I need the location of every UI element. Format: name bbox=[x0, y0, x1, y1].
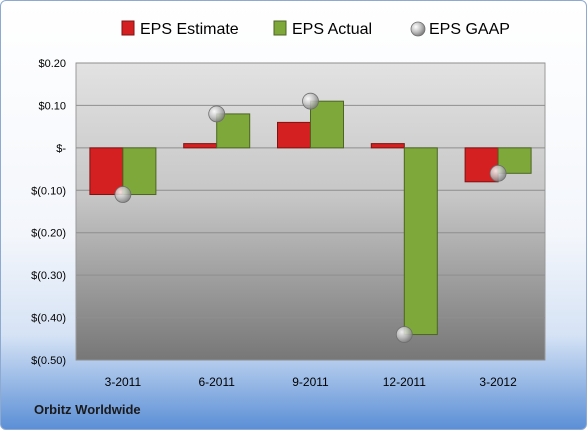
legend-label-eps-gaap: EPS GAAP bbox=[429, 21, 510, 38]
y-tick-label: $(0.50) bbox=[31, 355, 66, 367]
marker-eps-gaap bbox=[114, 186, 132, 203]
y-tick-label: $(0.10) bbox=[31, 185, 66, 197]
y-tick-label: $(0.40) bbox=[31, 313, 66, 325]
marker-eps-gaap bbox=[208, 105, 226, 123]
legend-swatch-eps-estimate bbox=[121, 20, 135, 36]
bar-eps-actual bbox=[122, 147, 157, 196]
bar-eps-estimate bbox=[277, 121, 311, 149]
y-tick-label: $(0.20) bbox=[31, 228, 66, 240]
y-tick-label: $0.10 bbox=[38, 100, 66, 112]
y-tick-label: $- bbox=[56, 143, 66, 155]
legend-swatch-eps-actual bbox=[273, 20, 287, 36]
bar-eps-estimate bbox=[183, 143, 218, 149]
y-axis: $0.20 $0.10 $- $(0.10) $(0.20) $(0.30) $(0.40)… bbox=[31, 58, 66, 367]
x-tick-label: 9-2011 bbox=[292, 375, 329, 389]
legend-swatch-eps-gaap bbox=[410, 21, 426, 37]
x-tick-label: 6-2011 bbox=[198, 375, 235, 389]
marker-eps-gaap bbox=[489, 164, 507, 182]
bar-eps-estimate bbox=[370, 143, 405, 149]
legend: EPS Estimate EPS Actual EPS GAAP bbox=[121, 20, 510, 38]
x-tick-label: 3-2011 bbox=[105, 375, 142, 389]
legend-label-eps-estimate: EPS Estimate bbox=[140, 21, 239, 38]
x-axis: 3-2011 6-2011 9-2011 12-2011 3-2012 bbox=[105, 375, 517, 389]
gridlines bbox=[76, 62, 545, 361]
legend-label-eps-actual: EPS Actual bbox=[292, 21, 372, 38]
y-tick-label: $0.20 bbox=[38, 58, 66, 70]
marker-eps-gaap bbox=[302, 92, 319, 110]
bar-eps-actual bbox=[310, 100, 344, 149]
bar-eps-estimate bbox=[89, 147, 124, 196]
company-name: Orbitz Worldwide bbox=[34, 402, 141, 417]
marker-eps-gaap bbox=[395, 326, 413, 343]
x-tick-label: 3-2012 bbox=[479, 375, 517, 389]
y-tick-label: $(0.30) bbox=[31, 270, 66, 282]
bar-eps-actual bbox=[403, 147, 438, 336]
x-tick-label: 12-2011 bbox=[383, 375, 426, 389]
gaap-markers bbox=[114, 92, 507, 343]
